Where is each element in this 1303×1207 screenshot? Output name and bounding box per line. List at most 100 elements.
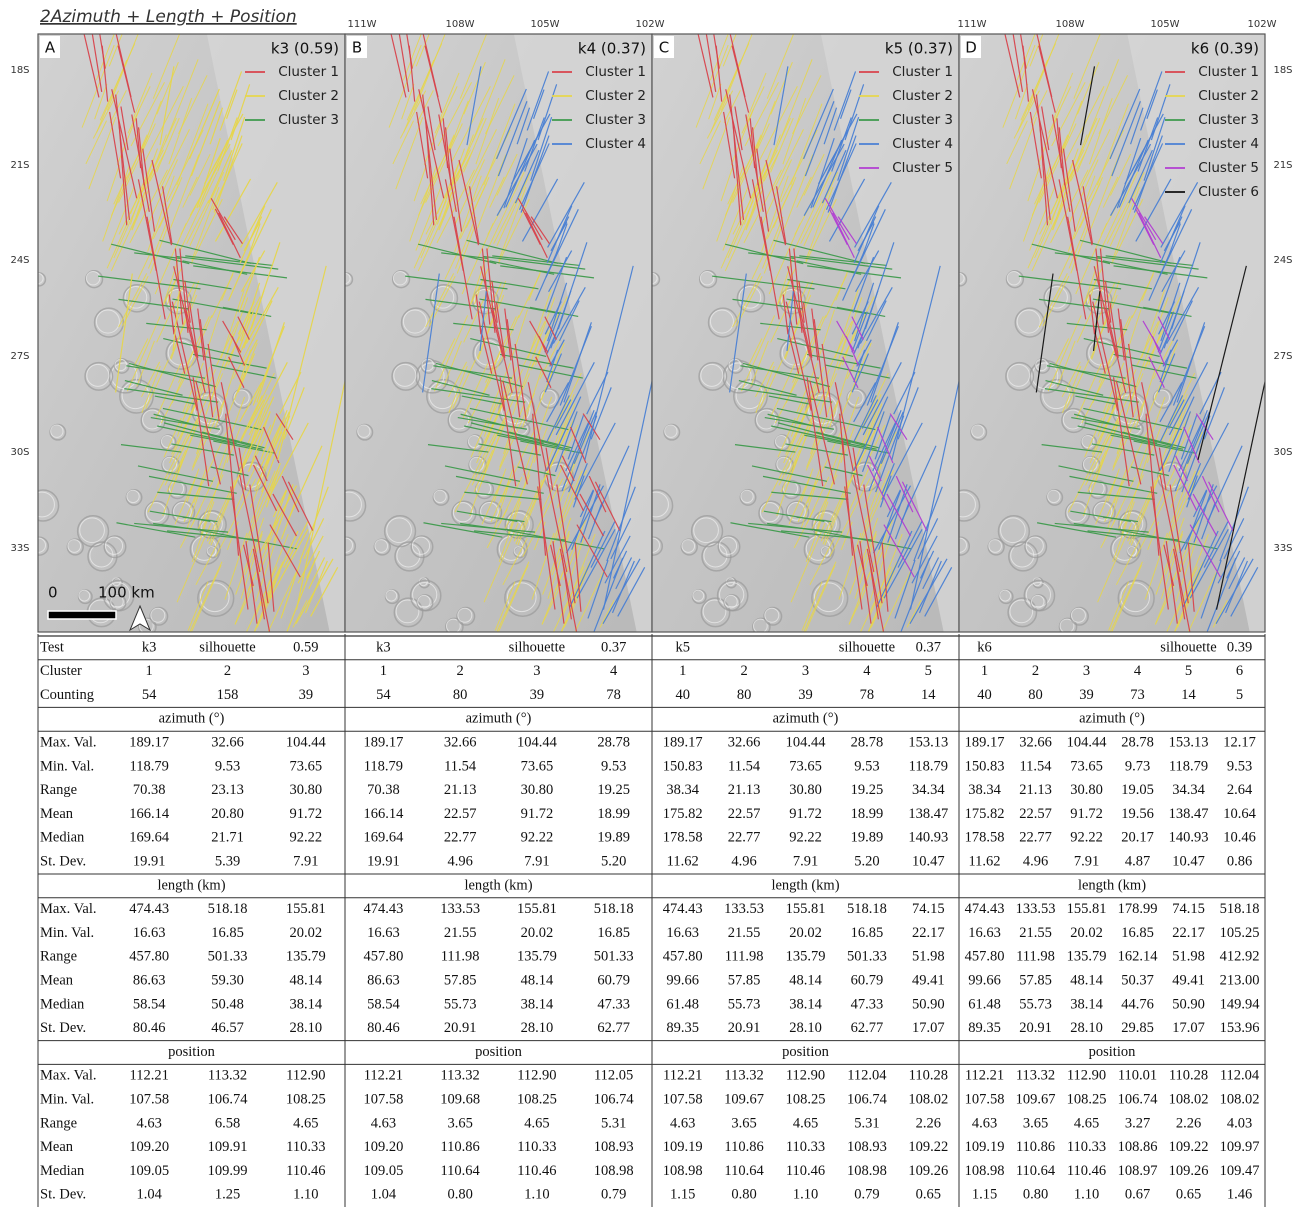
stat-value: 20.80 xyxy=(211,806,244,822)
stat-value: 58.54 xyxy=(133,996,166,1012)
stat-value: 11.54 xyxy=(728,758,761,774)
stat-value: 109.91 xyxy=(208,1139,248,1155)
stat-value: 91.72 xyxy=(521,806,554,822)
cluster-id: 1 xyxy=(380,663,387,679)
row-label: Mean xyxy=(40,1139,74,1155)
stat-value: 50.37 xyxy=(1121,973,1154,989)
section-header: azimuth (°) xyxy=(773,711,839,727)
stat-value: 110.33 xyxy=(786,1139,825,1155)
stat-value: 109.26 xyxy=(1169,1163,1209,1179)
stat-value: 501.33 xyxy=(208,949,248,965)
stat-value: 108.93 xyxy=(594,1139,634,1155)
stat-value: 92.22 xyxy=(1070,830,1103,846)
stat-value: 50.90 xyxy=(1172,996,1205,1012)
stat-value: 135.79 xyxy=(286,949,326,965)
stat-value: 48.14 xyxy=(521,973,554,989)
stat-value: 518.18 xyxy=(594,901,634,917)
section-header: position xyxy=(782,1044,829,1060)
stat-value: 50.48 xyxy=(211,996,244,1012)
stat-value: 474.43 xyxy=(129,901,169,917)
stat-value: 38.34 xyxy=(666,782,699,798)
map-content xyxy=(642,8,965,654)
stat-value: 30.80 xyxy=(1070,782,1103,798)
cluster-id: 3 xyxy=(1083,663,1090,679)
stat-value: 474.43 xyxy=(363,901,403,917)
silhouette-value: 0.37 xyxy=(916,639,941,655)
stat-value: 22.77 xyxy=(444,830,477,846)
cluster-count: 14 xyxy=(1181,687,1196,703)
cluster-count: 5 xyxy=(1236,687,1243,703)
cluster-count: 80 xyxy=(737,687,752,703)
panel-title: k3 (0.59) xyxy=(271,40,339,58)
stat-value: 118.79 xyxy=(1169,758,1208,774)
cluster-id: 3 xyxy=(302,663,309,679)
cluster-id: 2 xyxy=(457,663,464,679)
stat-value: 149.94 xyxy=(1220,996,1261,1012)
latitude-label: 21S xyxy=(1273,160,1292,171)
stat-value: 21.13 xyxy=(1019,782,1052,798)
stat-value: 135.79 xyxy=(1067,949,1107,965)
stat-value: 19.25 xyxy=(851,782,884,798)
stat-value: 110.46 xyxy=(786,1163,825,1179)
scale-bar-start: 0 xyxy=(48,584,58,602)
stat-value: 106.74 xyxy=(1118,1092,1159,1108)
stat-value: 140.93 xyxy=(908,830,948,846)
row-label: Min. Val. xyxy=(40,1092,94,1108)
stat-value: 19.89 xyxy=(597,830,630,846)
cluster-count: 78 xyxy=(606,687,621,703)
stat-value: 20.02 xyxy=(290,925,323,941)
stat-value: 28.78 xyxy=(851,735,884,751)
stat-value: 5.20 xyxy=(854,854,879,870)
latitude-label: 24S xyxy=(10,255,29,266)
stat-value: 110.64 xyxy=(440,1163,480,1179)
stat-value: 30.80 xyxy=(789,782,822,798)
stat-value: 16.63 xyxy=(367,925,400,941)
stat-value: 118.79 xyxy=(129,758,168,774)
stat-value: 4.87 xyxy=(1125,854,1150,870)
stat-value: 155.81 xyxy=(517,901,557,917)
longitude-label: 105W xyxy=(1151,19,1180,30)
stat-value: 73.65 xyxy=(789,758,822,774)
cluster-id: 4 xyxy=(610,663,618,679)
stat-value: 38.14 xyxy=(290,996,323,1012)
stat-value: 22.77 xyxy=(728,830,761,846)
stat-value: 108.02 xyxy=(1169,1092,1209,1108)
stat-value: 55.73 xyxy=(1019,996,1052,1012)
stat-value: 50.90 xyxy=(912,996,945,1012)
latitude-label: 27S xyxy=(10,351,29,362)
cluster-count: 80 xyxy=(453,687,468,703)
panel-letter: D xyxy=(965,39,977,57)
map-panel: Dk6 (0.39)Cluster 1Cluster 2Cluster 3Clu… xyxy=(949,8,1271,654)
stat-value: 12.17 xyxy=(1223,735,1256,751)
stat-value: 133.53 xyxy=(440,901,480,917)
stat-value: 20.02 xyxy=(521,925,554,941)
stat-value: 155.81 xyxy=(786,901,826,917)
longitude-label: 108W xyxy=(1056,19,1085,30)
stat-value: 111.98 xyxy=(725,949,764,965)
panel-letter: C xyxy=(659,39,669,57)
stat-value: 55.73 xyxy=(444,996,477,1012)
latitude-label: 24S xyxy=(1273,255,1292,266)
stat-value: 30.80 xyxy=(521,782,554,798)
stat-value: 178.58 xyxy=(663,830,703,846)
legend-label: Cluster 3 xyxy=(1198,112,1259,128)
stat-value: 51.98 xyxy=(912,949,945,965)
stat-value: 189.17 xyxy=(965,735,1005,751)
stat-value: 32.66 xyxy=(1019,735,1052,751)
stat-value: 57.85 xyxy=(728,973,761,989)
cluster-id: 3 xyxy=(533,663,540,679)
legend-label: Cluster 2 xyxy=(585,88,646,104)
latitude-label: 27S xyxy=(1273,351,1292,362)
stat-value: 18.99 xyxy=(851,806,884,822)
stat-value: 62.77 xyxy=(597,1020,630,1036)
row-label: St. Dev. xyxy=(40,1020,86,1036)
row-label: Median xyxy=(40,996,85,1012)
figure: 2Azimuth + Length + Position 18S18S21S21… xyxy=(0,0,1303,1207)
stat-value: 108.98 xyxy=(663,1163,703,1179)
stat-value: 3.65 xyxy=(447,1115,472,1131)
stat-value: 22.17 xyxy=(912,925,945,941)
stat-value: 29.85 xyxy=(1121,1020,1154,1036)
stat-value: 9.53 xyxy=(601,758,626,774)
stat-value: 4.63 xyxy=(136,1115,161,1131)
stat-value: 34.34 xyxy=(912,782,945,798)
